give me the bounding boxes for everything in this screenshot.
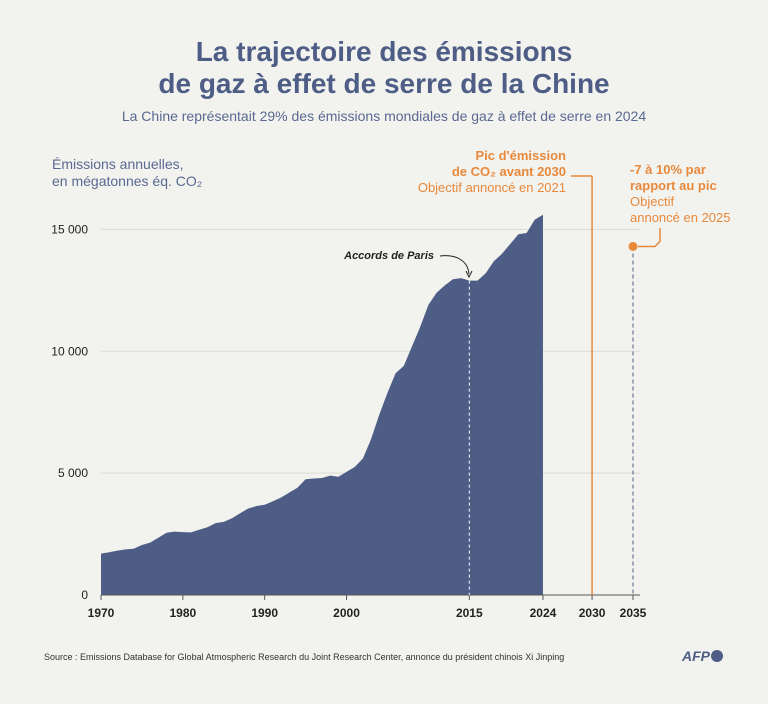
x-tick-label-2024: 2024 [530, 606, 557, 620]
paris-arrow-head-icon [465, 270, 473, 279]
chart-subtitle: La Chine représentait 29% des émissions … [121, 108, 647, 124]
title-line-2: de gaz à effet de serre de la Chine [158, 68, 610, 99]
x-tick-label-2015: 2015 [456, 606, 483, 620]
annotation-2035-line-1: -7 à 10% par [630, 162, 706, 177]
annotation-2030-line-1: Pic d'émission [475, 148, 566, 163]
afp-logo-dot-icon [711, 650, 723, 662]
x-tick-label-1990: 1990 [251, 606, 278, 620]
target-2035-connector [638, 228, 661, 248]
title-line-1: La trajectoire des émissions [195, 36, 573, 67]
annotation-2030: Pic d'émission de CO₂ avant 2030 Objecti… [380, 148, 566, 196]
annotation-2035-line-4: annoncé en 2025 [630, 210, 731, 225]
target-2035-point [628, 241, 638, 251]
y-axis-label: Émissions annuelles, en mégatonnes éq. C… [52, 156, 202, 190]
paris-label: Accords de Paris [343, 250, 434, 262]
x-tick-label-1970: 1970 [88, 606, 115, 620]
annotation-2030-line-3: Objectif annoncé en 2021 [417, 180, 566, 195]
y-tick-label-15000: 15 000 [51, 222, 88, 236]
annotation-2035-line-2: rapport au pic [630, 178, 717, 193]
source-note: Source : Emissions Database for Global A… [44, 652, 565, 662]
x-tick-label-1980: 1980 [169, 606, 196, 620]
annotation-2030-line-2: de CO₂ avant 2030 [451, 164, 566, 179]
y-axis-label-line-2: en mégatonnes éq. CO₂ [52, 173, 203, 189]
x-tick-label-2030: 2030 [579, 606, 606, 620]
annotation-2035-line-3: Objectif [630, 194, 675, 209]
afp-logo-text: AFP [682, 648, 710, 664]
y-tick-label-10000: 10 000 [51, 344, 88, 358]
chart-title: La trajectoire des émissions de gaz à ef… [0, 36, 768, 100]
x-tick-label-2035: 2035 [620, 606, 647, 620]
y-tick-label-5000: 5 000 [58, 466, 88, 480]
y-axis-label-line-1: Émissions annuelles, [52, 156, 184, 172]
emissions-area [101, 214, 543, 596]
afp-logo: AFP [682, 648, 723, 664]
y-tick-label-0: 0 [81, 588, 88, 602]
annotation-2035: -7 à 10% par rapport au pic Objectif ann… [630, 162, 730, 226]
paris-arrow [439, 255, 470, 275]
x-tick-label-2000: 2000 [333, 606, 360, 620]
